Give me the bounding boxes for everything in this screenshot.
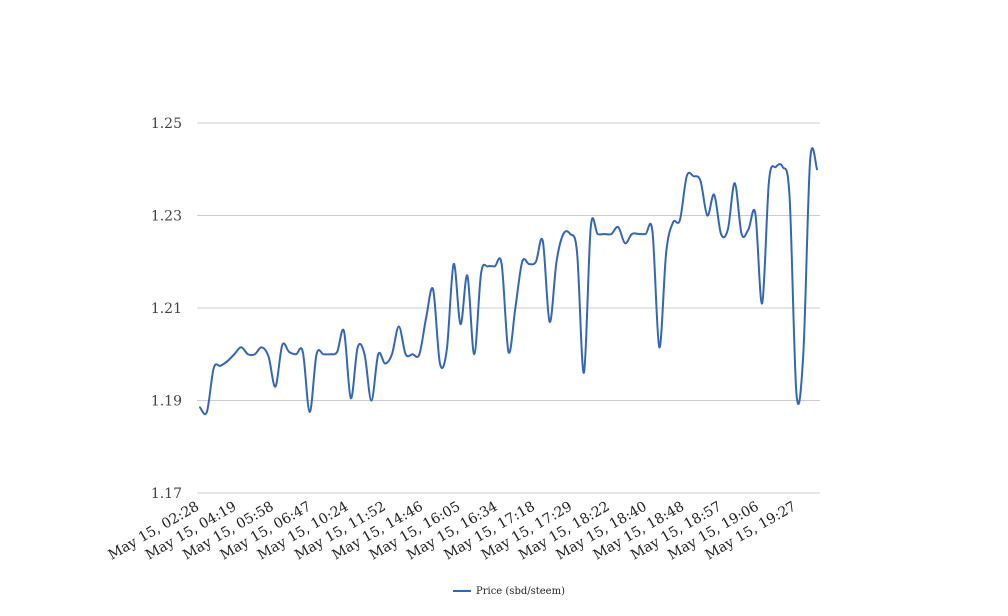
gridlines	[197, 122, 820, 494]
series-layer	[199, 147, 818, 416]
legend-label: Price (sbd/steem)	[476, 586, 565, 597]
y-tick-label: 1.23	[151, 209, 182, 225]
y-tick-label: 1.19	[151, 394, 182, 410]
y-tick-label: 1.25	[151, 116, 182, 132]
y-tick-label: 1.21	[151, 301, 182, 317]
series-line-price	[199, 147, 818, 416]
legend: Price (sbd/steem)	[453, 586, 565, 597]
y-axis-tick-labels: 1.25 1.23 1.21 1.19 1.17	[151, 116, 182, 502]
y-tick-label: 1.17	[151, 486, 182, 502]
